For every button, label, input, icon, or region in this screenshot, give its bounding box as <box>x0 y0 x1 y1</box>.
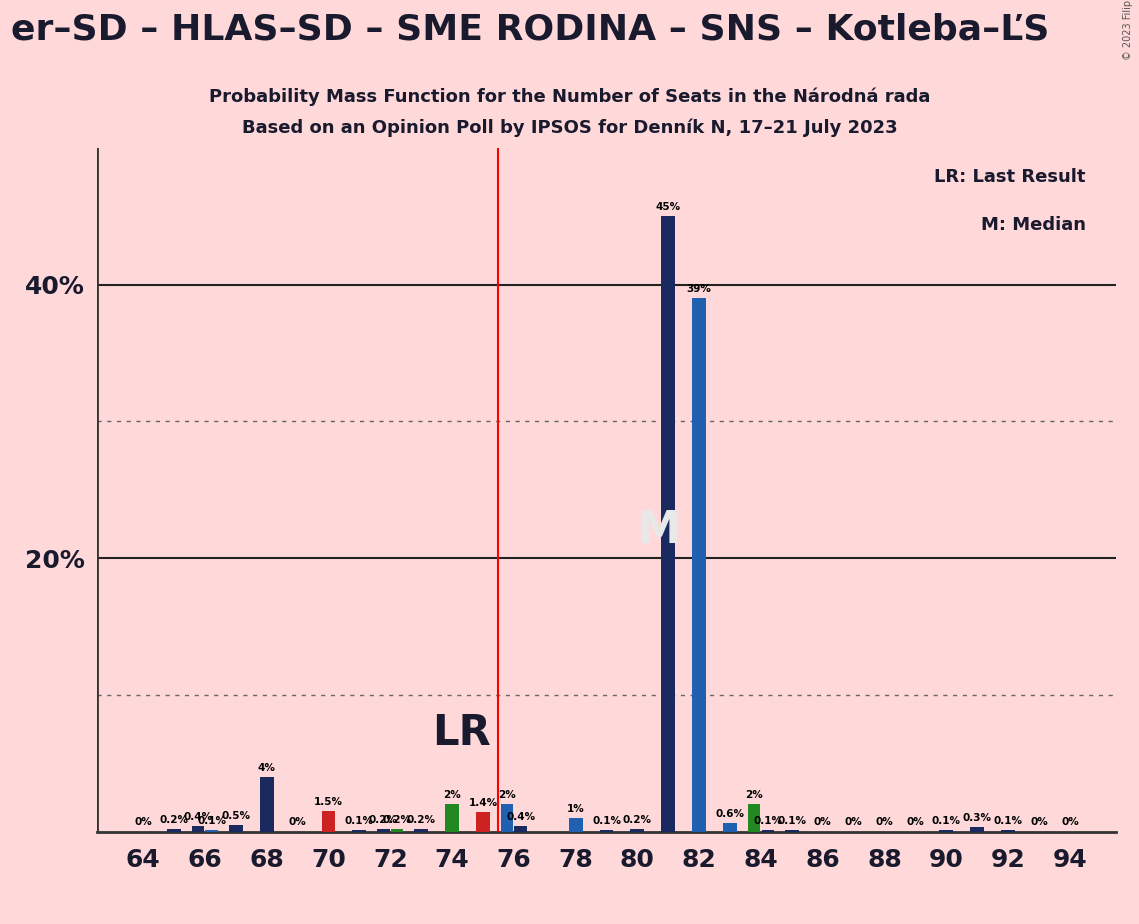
Bar <box>785 831 798 832</box>
Bar <box>476 812 490 832</box>
Text: 0.1%: 0.1% <box>753 816 782 826</box>
Bar <box>321 811 336 832</box>
Text: 0%: 0% <box>134 818 151 828</box>
Text: 1%: 1% <box>567 804 584 814</box>
Text: M: Median: M: Median <box>981 216 1085 234</box>
Text: 0.6%: 0.6% <box>715 809 745 820</box>
Bar <box>445 804 459 832</box>
Text: 0.2%: 0.2% <box>407 815 436 825</box>
Text: 0%: 0% <box>876 818 893 828</box>
Bar <box>191 826 204 832</box>
Text: Probability Mass Function for the Number of Seats in the Národná rada: Probability Mass Function for the Number… <box>208 88 931 106</box>
Text: 39%: 39% <box>687 285 712 294</box>
Text: 1.5%: 1.5% <box>314 797 343 807</box>
Bar <box>568 818 582 832</box>
Text: 0.1%: 0.1% <box>592 816 621 826</box>
Bar <box>662 216 675 832</box>
Text: 0%: 0% <box>845 818 862 828</box>
Bar <box>377 829 390 832</box>
Bar <box>970 828 984 832</box>
Bar <box>260 777 273 832</box>
Text: 45%: 45% <box>656 202 681 213</box>
Text: 0%: 0% <box>288 818 306 828</box>
Bar <box>940 831 953 832</box>
Bar <box>415 829 428 832</box>
Bar <box>515 826 527 832</box>
Text: 2%: 2% <box>745 790 763 800</box>
Text: © 2023 Filip Haenen: © 2023 Filip Haenen <box>1123 0 1133 60</box>
Bar <box>352 831 367 832</box>
Bar <box>723 823 737 832</box>
Bar <box>748 804 761 832</box>
Text: 0.2%: 0.2% <box>383 815 411 825</box>
Text: 0.1%: 0.1% <box>993 816 1023 826</box>
Bar <box>391 829 403 832</box>
Text: M: M <box>637 509 681 553</box>
Text: 0.4%: 0.4% <box>183 812 213 822</box>
Text: 0.1%: 0.1% <box>197 816 227 826</box>
Text: 0.2%: 0.2% <box>369 815 398 825</box>
Text: 0.1%: 0.1% <box>932 816 961 826</box>
Text: 0.3%: 0.3% <box>962 813 992 823</box>
Text: LR: LR <box>432 712 491 754</box>
Bar <box>167 829 181 832</box>
Text: 0%: 0% <box>1030 818 1048 828</box>
Text: er–SD – HLAS–SD – SME RODINA – SNS – Kotleba–ĽS: er–SD – HLAS–SD – SME RODINA – SNS – Kot… <box>11 12 1050 46</box>
Text: 0.2%: 0.2% <box>623 815 652 825</box>
Text: 1.4%: 1.4% <box>468 798 498 808</box>
Text: 0%: 0% <box>814 818 831 828</box>
Text: 0.1%: 0.1% <box>345 816 374 826</box>
Bar <box>229 825 243 832</box>
Text: Based on an Opinion Poll by IPSOS for Denník N, 17–21 July 2023: Based on an Opinion Poll by IPSOS for De… <box>241 118 898 137</box>
Bar <box>599 831 614 832</box>
Bar <box>1001 831 1015 832</box>
Text: 0.4%: 0.4% <box>506 812 535 822</box>
Text: 0.5%: 0.5% <box>221 810 251 821</box>
Bar <box>205 831 218 832</box>
Text: 0%: 0% <box>1062 818 1079 828</box>
Text: LR: Last Result: LR: Last Result <box>934 168 1085 187</box>
Text: 0.1%: 0.1% <box>777 816 806 826</box>
Bar <box>501 804 514 832</box>
Bar <box>693 298 706 832</box>
Text: 0%: 0% <box>907 818 925 828</box>
Bar <box>762 831 775 832</box>
Bar <box>631 829 645 832</box>
Text: 2%: 2% <box>443 790 461 800</box>
Text: 4%: 4% <box>257 763 276 772</box>
Text: 2%: 2% <box>498 790 516 800</box>
Text: 0.2%: 0.2% <box>159 815 189 825</box>
